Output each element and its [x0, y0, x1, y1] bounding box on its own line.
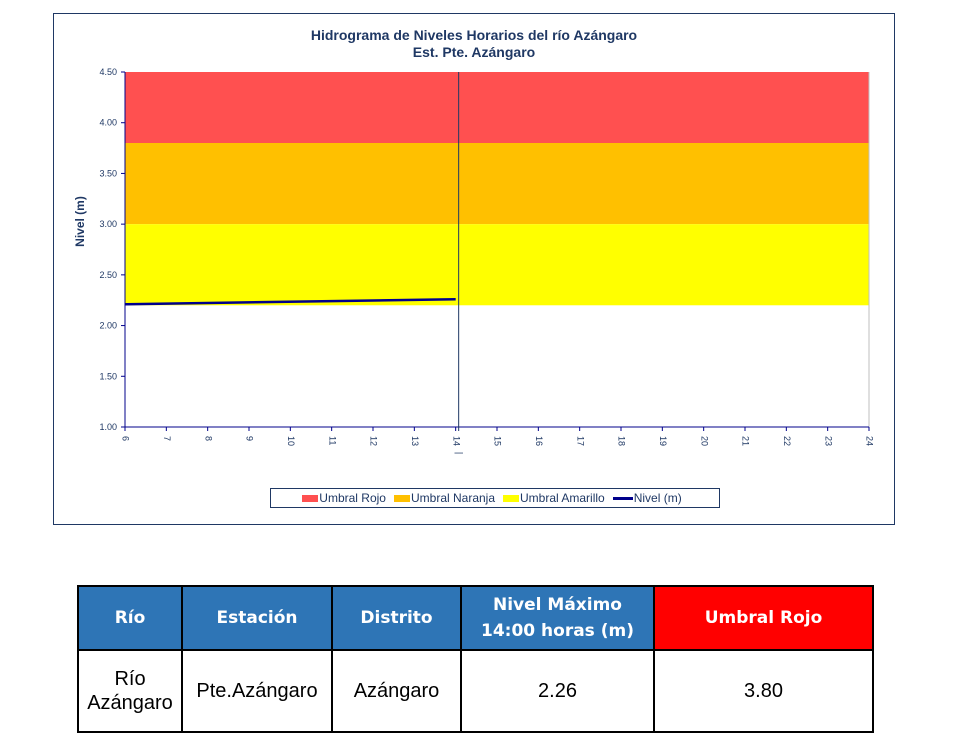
x-tick-label: 13 — [410, 436, 420, 446]
header-nivel-maximo: Nivel Máximo 14:00 horas (m) — [460, 585, 655, 651]
chart-title: Hidrograma de Niveles Horarios del río A… — [310, 27, 638, 43]
y-tick-label: 2.00 — [99, 321, 117, 331]
legend-swatch — [612, 496, 633, 500]
x-tick-label: 17 — [575, 436, 585, 446]
chart-legend: Umbral Rojo Umbral Naranja Umbral Amarillo… — [270, 488, 720, 508]
x-tick-label: 22 — [782, 436, 792, 446]
series-line-nivel-m- — [124, 297, 456, 306]
y-tick-label: 4.50 — [99, 67, 117, 77]
x-tick-label: 20 — [699, 436, 709, 446]
x-tick-label: 14 — [451, 436, 461, 446]
x-tick-label: 18 — [617, 436, 627, 446]
y-tick-label: 3.50 — [99, 168, 117, 178]
band-umbral-rojo — [125, 72, 869, 143]
current-hour-marker-label: | — [454, 452, 464, 454]
x-tick-label: 12 — [369, 436, 379, 446]
legend-label: Nivel (m) — [633, 491, 682, 505]
x-tick-label: 6 — [121, 436, 131, 441]
header-umbral-rojo: Umbral Rojo — [653, 585, 874, 651]
station-summary-table: Río Estación Distrito Nivel Máximo 14:00… — [77, 585, 874, 733]
x-tick-label: 10 — [286, 436, 296, 446]
table-header-row: Río Estación Distrito Nivel Máximo 14:00… — [77, 585, 874, 651]
cell-umbral-rojo: 3.80 — [653, 649, 874, 733]
chart-subtitle: Est. Pte. Azángaro — [412, 44, 536, 60]
y-tick-label: 3.00 — [99, 219, 117, 229]
header-rio: Río — [77, 585, 183, 651]
chart-title-block: Hidrograma de Niveles Horarios del río A… — [54, 27, 894, 61]
band-umbral-amarillo — [125, 224, 869, 306]
x-tick-label: 24 — [865, 436, 875, 446]
legend-item: Umbral Naranja — [393, 491, 496, 505]
y-tick-label: 1.50 — [99, 371, 117, 381]
legend-item: Umbral Rojo — [302, 491, 386, 505]
legend-item: Nivel (m) — [612, 491, 682, 505]
header-estacion: Estación — [181, 585, 333, 651]
cell-nivel-maximo: 2.26 — [460, 649, 655, 733]
legend-label: Umbral Naranja — [410, 491, 496, 505]
cell-estacion: Pte.Azángaro — [181, 649, 333, 733]
header-distrito: Distrito — [331, 585, 462, 651]
legend-swatch — [393, 494, 410, 502]
x-tick-label: 21 — [741, 436, 751, 446]
x-tick-label: 8 — [203, 436, 213, 441]
chart-container: Hidrograma de Niveles Horarios del río A… — [53, 13, 895, 525]
hydrograph-plot: 1.00 1.50 2.00 2.50 3.00 3.50 4.00 4.50 6 7 8 9 10 11… — [73, 67, 875, 454]
x-tick-label: 15 — [493, 436, 503, 446]
x-tick-label: 19 — [658, 436, 668, 446]
y-tick-label: 2.50 — [99, 270, 117, 280]
x-tick-label: 16 — [534, 436, 544, 446]
legend-swatch — [302, 494, 319, 502]
y-tick-label: 1.00 — [99, 422, 117, 432]
x-tick-label: 7 — [162, 436, 172, 441]
legend-swatch — [503, 494, 520, 502]
legend-label: Umbral Amarillo — [520, 491, 605, 505]
band-umbral-naranja — [125, 143, 869, 225]
legend-item: Umbral Amarillo — [503, 491, 605, 505]
y-axis-label: Nivel (m) — [73, 196, 87, 247]
y-tick-label: 4.00 — [99, 118, 117, 128]
x-tick-label: 23 — [823, 436, 833, 446]
cell-rio: Río Azángaro — [77, 649, 183, 733]
legend-label: Umbral Rojo — [319, 491, 386, 505]
table-row: Río Azángaro Pte.Azángaro Azángaro 2.26 … — [77, 649, 874, 733]
cell-distrito: Azángaro — [331, 649, 462, 733]
x-tick-label: 9 — [245, 436, 255, 441]
x-tick-label: 11 — [327, 436, 337, 445]
